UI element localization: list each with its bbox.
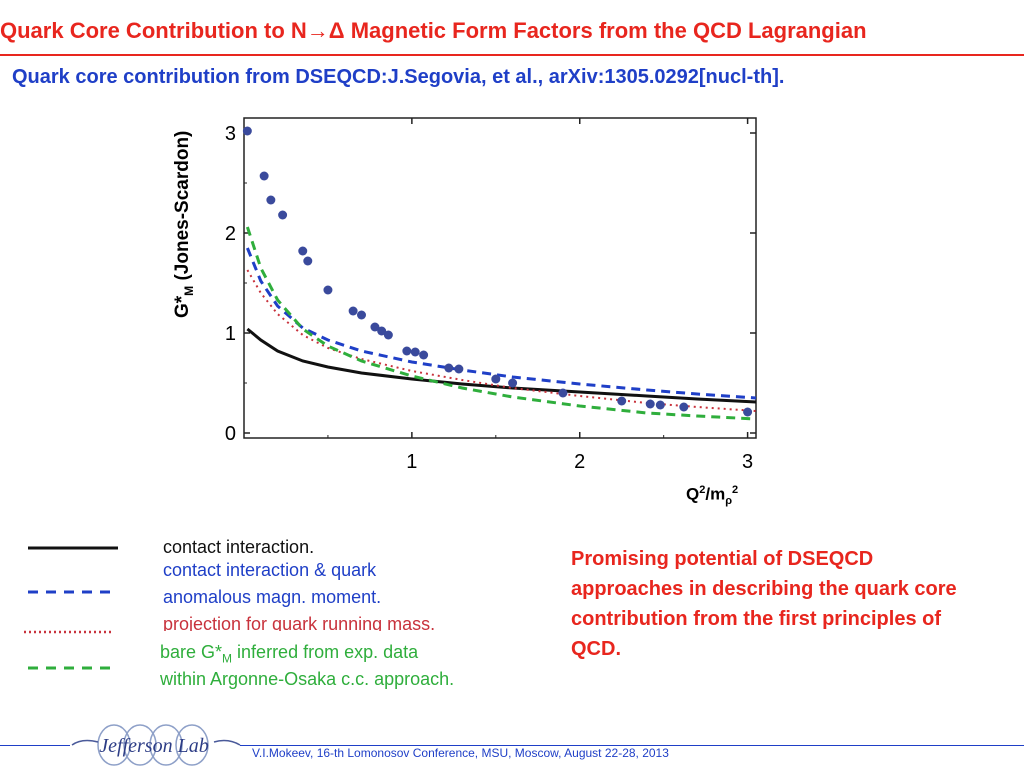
- data-point: [508, 378, 518, 388]
- series-line-4: [245, 226, 757, 421]
- data-point: [617, 396, 627, 406]
- y-axis-label: G*M (Jones-Scardon): [172, 130, 196, 318]
- x-axis-label: Q2/mρ2: [686, 484, 739, 508]
- data-point: [242, 126, 252, 136]
- slide-title: Quark Core Contribution to N→Δ Magnetic …: [0, 18, 867, 43]
- data-point: [491, 374, 501, 384]
- data-point: [655, 400, 665, 410]
- data-point: [444, 363, 454, 373]
- x-tick-label: 3: [742, 451, 753, 473]
- slide-subtitle: Quark core contribution from DSEQCD:J.Se…: [12, 66, 785, 88]
- data-point: [278, 210, 288, 220]
- data-point: [303, 256, 313, 266]
- legend-item-contact: contact interaction.: [163, 537, 315, 557]
- y-tick-label: 3: [225, 123, 236, 145]
- data-point: [454, 364, 464, 374]
- data-points: [242, 126, 753, 417]
- data-point: [419, 350, 429, 360]
- legend-item-anomalous-2: anomalous magn. moment.: [163, 587, 382, 607]
- data-point: [323, 285, 333, 295]
- data-point: [348, 306, 358, 316]
- x-tick-label: 2: [574, 451, 585, 473]
- footer-rule-left: [0, 745, 70, 746]
- data-point: [259, 171, 269, 181]
- legend-item-bare-2: within Argonne-Osaka c.c. approach.: [160, 669, 455, 689]
- series-lines: [245, 226, 757, 421]
- axis-ticks: 1 2 3 0 1 2 3: [225, 118, 756, 473]
- legend-item-bare-1: bare G*M inferred from exp. data: [160, 642, 419, 666]
- series-line-2: [246, 247, 757, 400]
- y-tick-label: 0: [225, 423, 236, 445]
- data-point: [645, 399, 655, 409]
- footer-rule-right: [240, 745, 1024, 746]
- jefferson-lab-logo: Jefferson Lab: [71, 724, 241, 766]
- data-point: [679, 402, 689, 412]
- data-point: [377, 326, 387, 336]
- legend-item-anomalous-1: contact interaction & quark: [163, 560, 377, 580]
- data-point: [558, 388, 568, 398]
- legend-item-running-mass: projection for quark running mass.: [163, 614, 436, 631]
- x-tick-label: 1: [406, 451, 417, 473]
- data-point: [357, 310, 367, 320]
- data-point: [298, 246, 308, 256]
- title-underline: [0, 54, 1024, 56]
- y-tick-label: 2: [225, 223, 236, 245]
- footer-citation: V.I.Mokeev, 16-th Lomonosov Conference, …: [252, 746, 669, 760]
- plot-frame: [243, 117, 757, 439]
- data-point: [370, 322, 380, 332]
- data-point: [402, 346, 412, 356]
- data-point: [266, 195, 276, 205]
- data-point: [410, 347, 420, 357]
- legend-swatches: [24, 546, 118, 670]
- series-line-1: [246, 327, 757, 404]
- y-tick-label: 1: [225, 323, 236, 345]
- data-point: [743, 407, 753, 417]
- data-point: [383, 330, 393, 340]
- conclusion-note: Promising potential of DSEQCD approaches…: [571, 548, 957, 660]
- svg-text:Jefferson Lab: Jefferson Lab: [99, 735, 208, 757]
